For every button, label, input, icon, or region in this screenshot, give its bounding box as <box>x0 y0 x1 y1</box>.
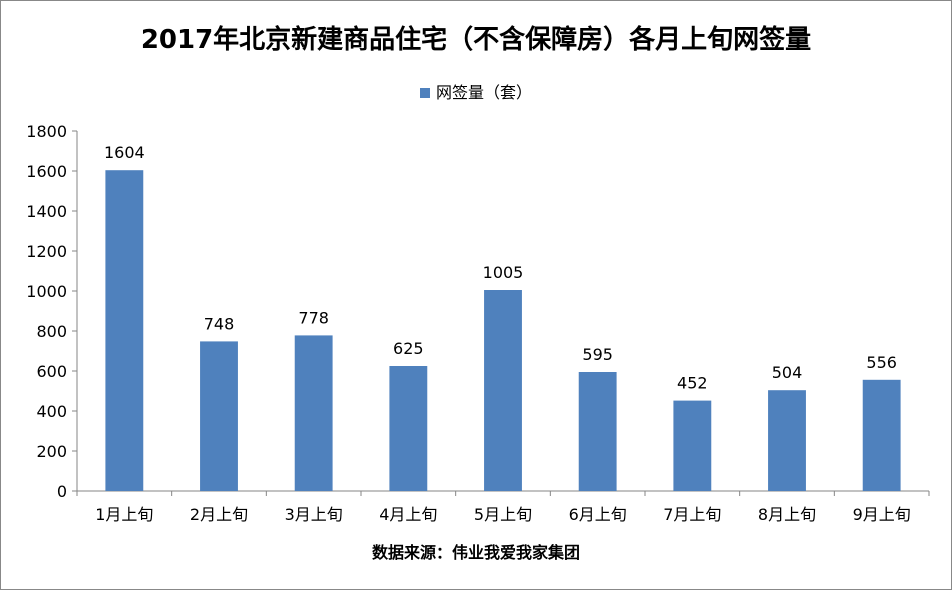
y-tick-label: 600 <box>36 362 67 381</box>
x-tick-label: 9月上旬 <box>853 505 911 524</box>
bar <box>200 341 238 491</box>
x-tick-label: 2月上旬 <box>190 505 248 524</box>
bar <box>768 390 806 491</box>
y-tick-label: 200 <box>36 442 67 461</box>
x-tick-label: 3月上旬 <box>285 505 343 524</box>
data-label: 452 <box>677 374 708 393</box>
data-label: 595 <box>582 345 613 364</box>
x-tick-label: 1月上旬 <box>95 505 153 524</box>
x-tick-label: 8月上旬 <box>758 505 816 524</box>
y-tick-label: 400 <box>36 402 67 421</box>
y-tick-label: 1800 <box>26 122 67 141</box>
data-label: 1005 <box>483 263 524 282</box>
source-note: 数据来源：伟业我爱我家集团 <box>371 543 580 562</box>
legend-swatch <box>419 87 430 98</box>
y-tick-label: 0 <box>57 482 67 501</box>
bar <box>105 170 144 491</box>
x-tick-label: 4月上旬 <box>379 505 437 524</box>
data-label: 778 <box>298 308 329 327</box>
x-tick-label: 6月上旬 <box>569 505 627 524</box>
data-label: 556 <box>866 353 897 372</box>
chart-title: 2017年北京新建商品住宅（不含保障房）各月上旬网签量 <box>140 25 812 55</box>
bar <box>294 335 333 491</box>
bar <box>673 400 712 491</box>
bar <box>862 379 901 491</box>
bar <box>578 372 617 491</box>
y-tick-label: 1400 <box>26 202 67 221</box>
legend: 网签量（套） <box>1 79 951 103</box>
data-label: 1604 <box>104 143 145 162</box>
data-label: 748 <box>204 314 235 333</box>
legend-label: 网签量（套） <box>435 83 532 102</box>
data-label: 504 <box>772 363 803 382</box>
y-tick-label: 800 <box>36 322 67 341</box>
data-label: 625 <box>393 339 424 358</box>
y-tick-label: 1200 <box>26 242 67 261</box>
y-tick-label: 1000 <box>26 282 67 301</box>
x-tick-label: 7月上旬 <box>663 505 721 524</box>
x-tick-label: 5月上旬 <box>474 505 532 524</box>
bar <box>484 290 522 491</box>
y-tick-label: 1600 <box>26 162 67 181</box>
bar <box>389 366 428 491</box>
